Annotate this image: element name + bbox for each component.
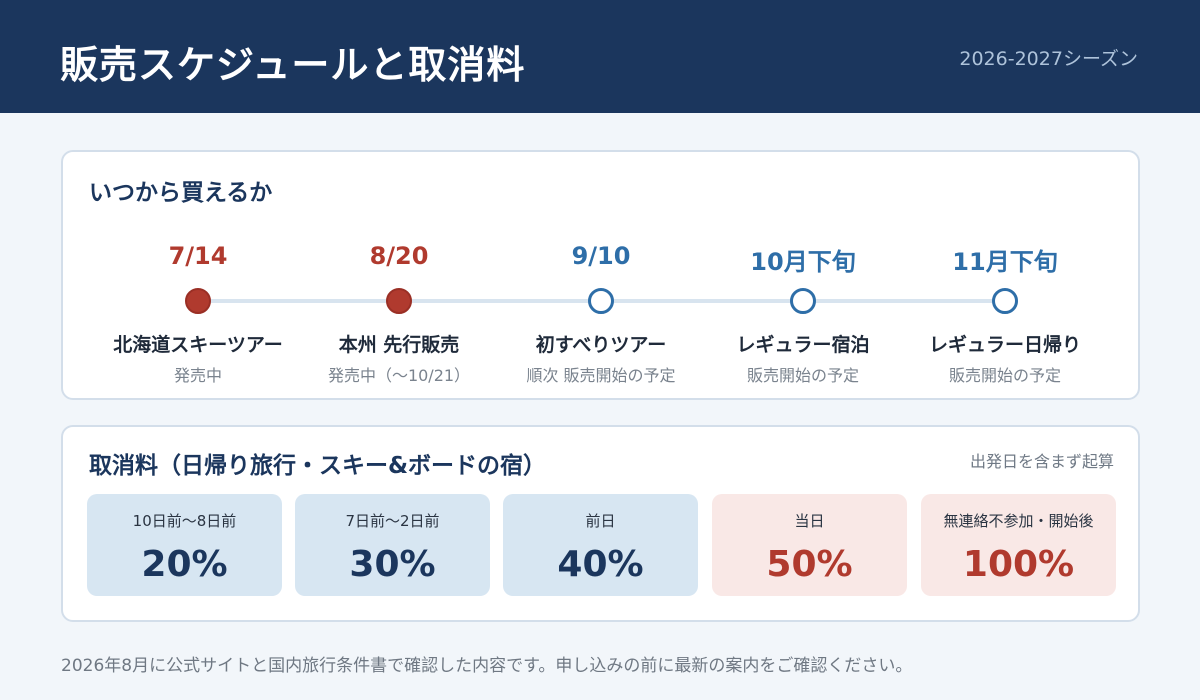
fees-title: 取消料（日帰り旅行・スキー&ボードの宿）: [89, 453, 547, 479]
timeline-dot-sold: [185, 288, 211, 314]
timeline-date: 8/20: [369, 242, 429, 270]
season-label: 2026-2027シーズン: [959, 48, 1138, 70]
timeline-name: レギュラー宿泊: [736, 334, 870, 356]
timeline-item: 11月下旬 レギュラー日帰り 販売開始の予定: [905, 152, 1105, 402]
fee-period: 10日前〜8日前: [132, 512, 237, 530]
timeline-status: 発売中（〜10/21）: [327, 366, 471, 385]
timeline-name: レギュラー日帰り: [928, 334, 1081, 356]
timeline-dot-sold: [386, 288, 412, 314]
timeline-dot-upcoming: [790, 288, 816, 314]
timeline-item: 10月下旬 レギュラー宿泊 販売開始の予定: [703, 152, 903, 402]
fee-percent: 20%: [141, 544, 228, 585]
page-header: 販売スケジュールと取消料 2026-2027シーズン: [0, 0, 1200, 113]
page-title: 販売スケジュールと取消料: [60, 43, 526, 87]
sales-timeline-card: いつから買えるか 7/14 北海道スキーツアー 発売中 8/20 本州 先行販売…: [61, 150, 1140, 400]
fee-period: 当日: [794, 512, 825, 530]
timeline-date: 10月下旬: [750, 248, 856, 276]
timeline-dot-upcoming: [992, 288, 1018, 314]
cancellation-fees-card: 取消料（日帰り旅行・スキー&ボードの宿） 出発日を含まず起算 10日前〜8日前 …: [61, 425, 1140, 622]
footer-note: 2026年8月に公式サイトと国内旅行条件書で確認した内容です。申し込みの前に最新…: [61, 656, 913, 676]
timeline-title: いつから買えるか: [89, 180, 273, 206]
timeline-name: 初すべりツアー: [535, 334, 667, 356]
fee-box: 7日前〜2日前 30%: [295, 494, 490, 596]
timeline-status: 順次 販売開始の予定: [526, 366, 676, 385]
timeline-date: 7/14: [168, 242, 228, 270]
timeline-name: 本州 先行販売: [338, 334, 460, 356]
timeline-date: 11月下旬: [952, 248, 1058, 276]
timeline-item: 8/20 本州 先行販売 発売中（〜10/21）: [299, 152, 499, 402]
fee-box: 前日 40%: [503, 494, 698, 596]
fee-percent: 40%: [557, 544, 644, 585]
fee-box: 無連絡不参加・開始後 100%: [921, 494, 1116, 596]
fee-box: 10日前〜8日前 20%: [87, 494, 282, 596]
timeline-date: 9/10: [571, 242, 631, 270]
timeline-status: 発売中: [173, 366, 222, 385]
fees-note: 出発日を含まず起算: [969, 452, 1114, 471]
timeline-item: 9/10 初すべりツアー 順次 販売開始の予定: [501, 152, 701, 402]
timeline-status: 販売開始の予定: [746, 366, 859, 385]
fee-box: 当日 50%: [712, 494, 907, 596]
fee-percent: 50%: [766, 544, 853, 585]
fee-percent: 30%: [349, 544, 436, 585]
fee-period: 無連絡不参加・開始後: [943, 512, 1094, 530]
fee-period: 7日前〜2日前: [345, 512, 440, 530]
timeline-name: 北海道スキーツアー: [113, 334, 283, 356]
fee-percent: 100%: [962, 544, 1075, 585]
timeline-dot-upcoming: [588, 288, 614, 314]
fee-period: 前日: [585, 512, 616, 530]
timeline-item: 7/14 北海道スキーツアー 発売中: [98, 152, 298, 402]
timeline-status: 販売開始の予定: [948, 366, 1061, 385]
